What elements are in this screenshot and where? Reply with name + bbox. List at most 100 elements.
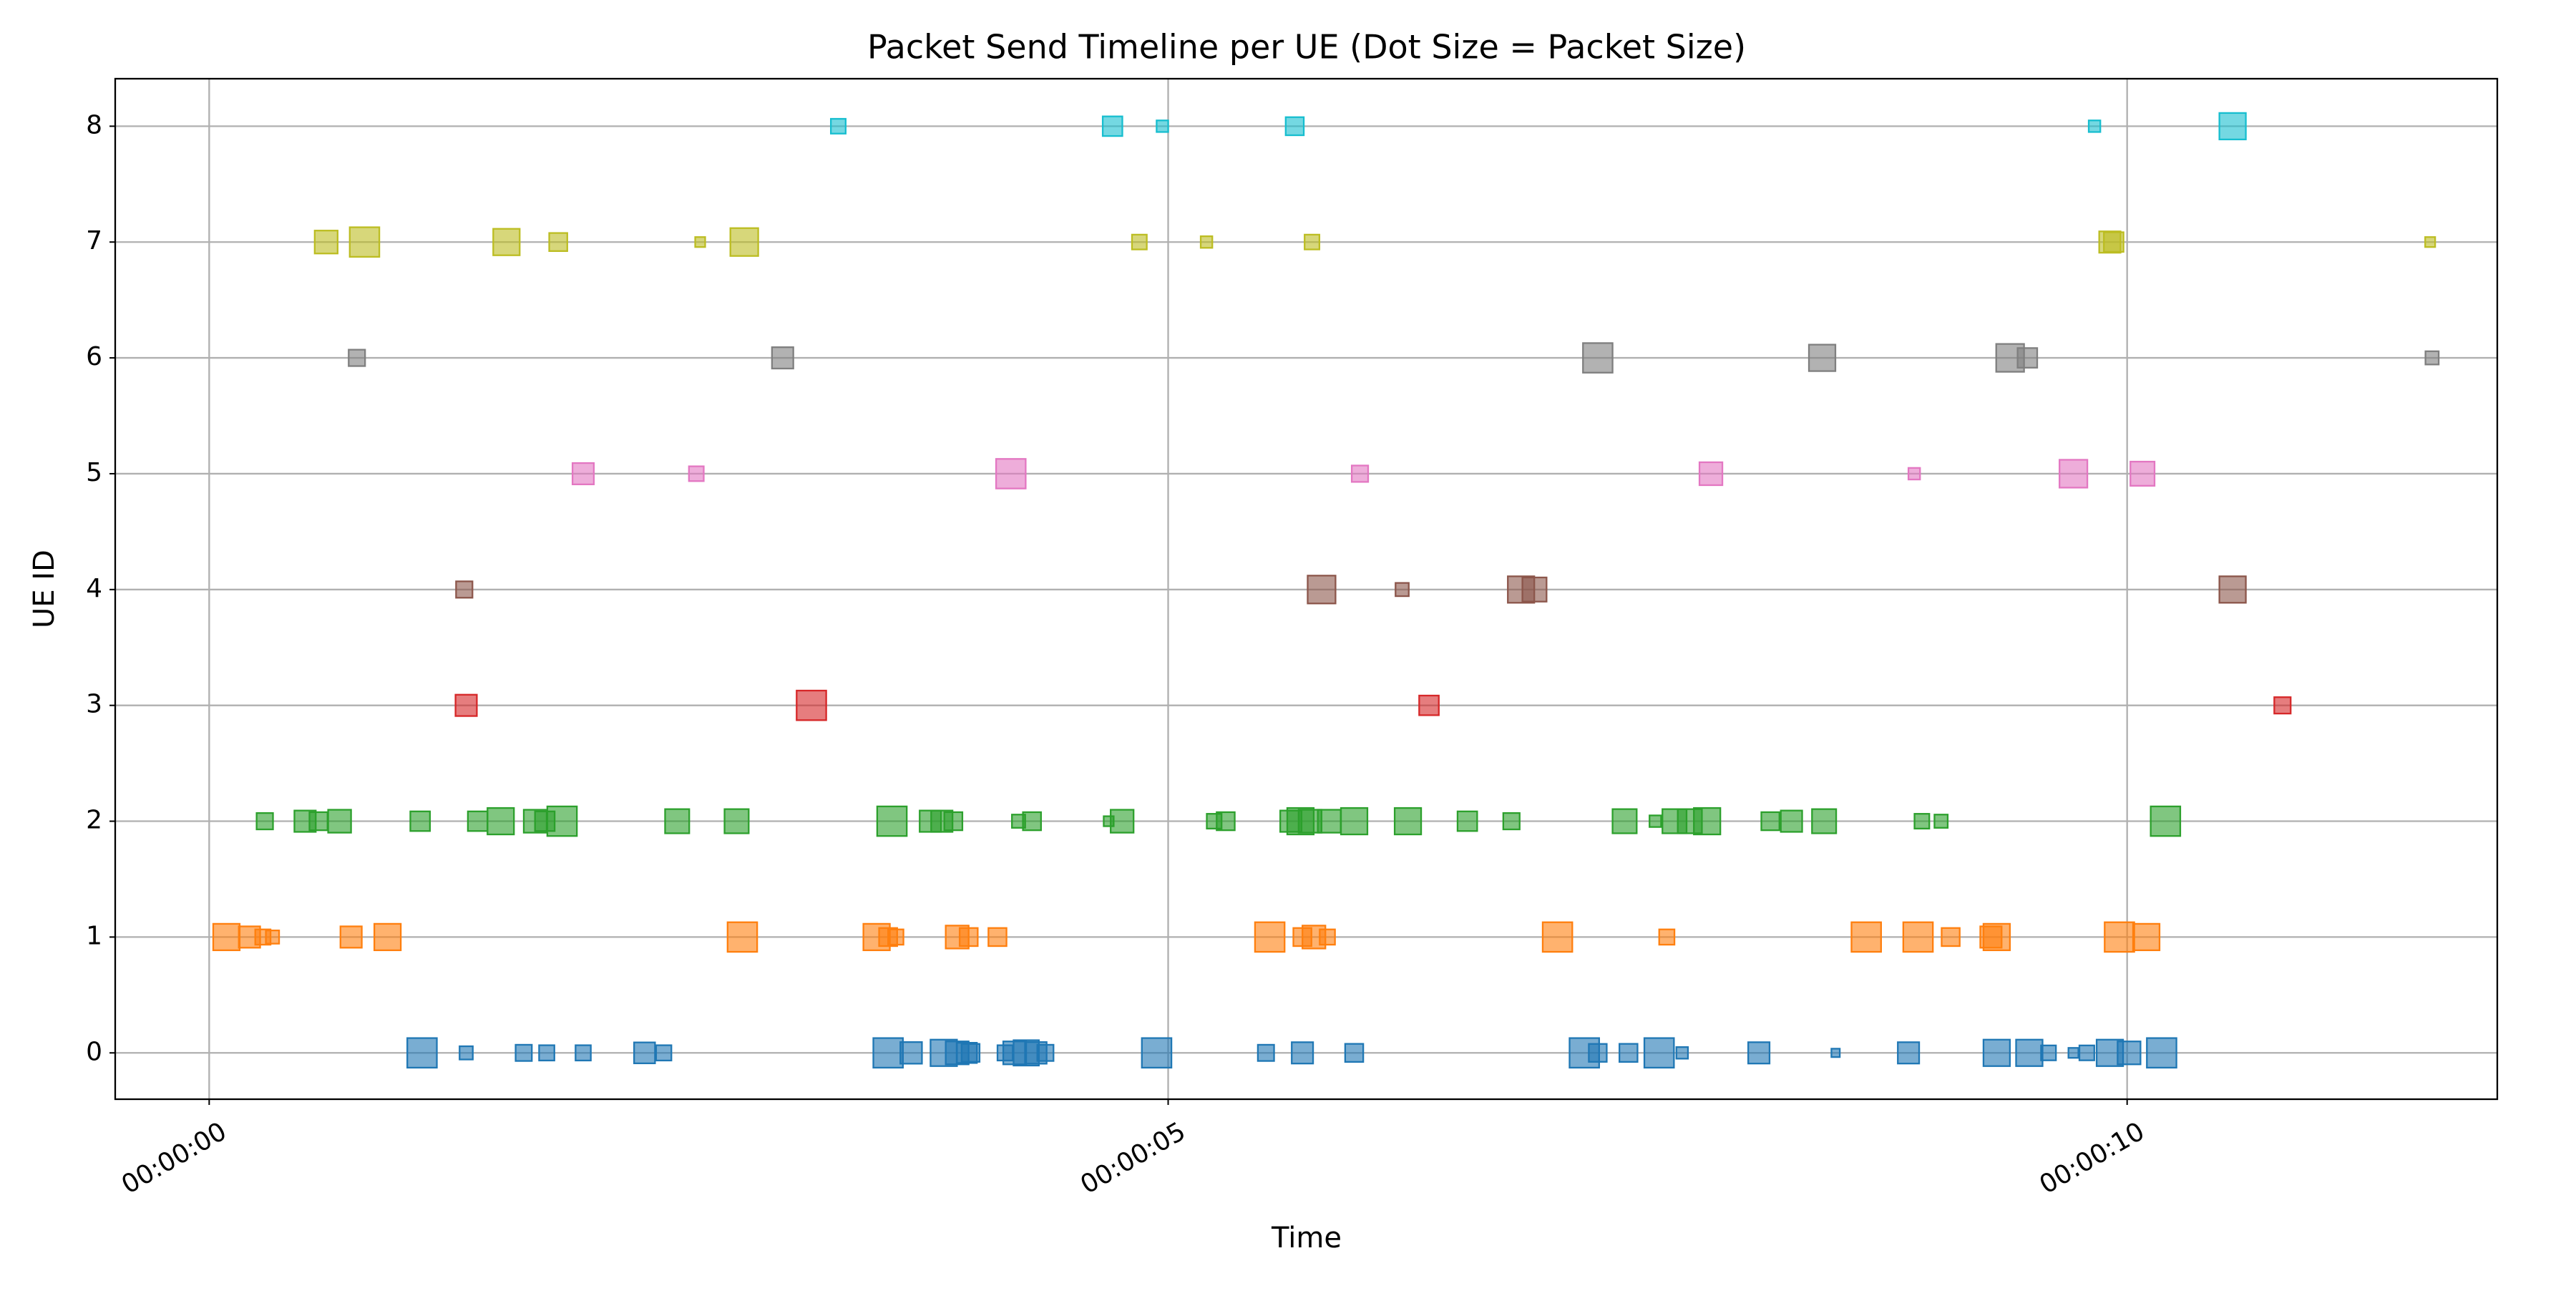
data-point <box>571 462 595 485</box>
data-point <box>2087 120 2102 133</box>
data-point <box>308 811 328 832</box>
data-point <box>1897 1041 1921 1065</box>
data-point <box>1156 120 1169 133</box>
data-point <box>729 227 759 257</box>
data-point <box>1902 921 1934 953</box>
data-point <box>1649 814 1662 828</box>
data-point <box>1350 464 1370 483</box>
data-point <box>1131 233 1148 250</box>
y-tick-label: 0 <box>86 1037 102 1066</box>
data-point <box>2146 1037 2177 1069</box>
data-point <box>633 1041 656 1065</box>
data-point <box>546 805 578 837</box>
y-axis-label: UE ID <box>28 550 61 628</box>
y-tick-label: 8 <box>86 110 102 140</box>
data-point <box>1698 461 1724 487</box>
data-point <box>327 809 352 834</box>
data-point <box>348 349 366 367</box>
data-point <box>2103 231 2124 253</box>
data-point <box>1340 807 1369 836</box>
data-point <box>1254 921 1286 953</box>
data-point <box>1304 233 1321 250</box>
data-point <box>872 1037 904 1069</box>
data-point <box>664 808 691 834</box>
data-point <box>1291 1041 1314 1065</box>
data-point <box>1933 814 1949 829</box>
data-point <box>2132 922 2161 952</box>
data-point <box>548 232 568 252</box>
data-point <box>2273 696 2292 715</box>
data-point <box>887 928 904 946</box>
data-point <box>1199 235 1214 249</box>
data-point <box>406 1037 438 1069</box>
data-point <box>1101 115 1123 137</box>
data-point <box>1319 928 1336 946</box>
data-point <box>2424 350 2440 366</box>
data-point <box>1693 807 1722 836</box>
data-point <box>487 807 515 836</box>
data-point <box>1619 1043 1639 1063</box>
data-point <box>1502 812 1521 831</box>
data-point <box>1982 922 2011 952</box>
data-point <box>960 1043 981 1063</box>
data-point <box>313 230 338 255</box>
data-point <box>1395 582 1410 598</box>
data-point <box>454 693 478 717</box>
data-point <box>830 117 847 135</box>
y-tick-label: 7 <box>86 226 102 255</box>
data-point <box>1807 344 1837 372</box>
data-point <box>694 236 706 248</box>
plot-frame <box>114 77 2499 1101</box>
chart-title: Packet Send Timeline per UE (Dot Size = … <box>867 28 1746 67</box>
data-point <box>2078 1044 2095 1061</box>
data-point <box>958 927 979 947</box>
data-point <box>688 465 705 482</box>
y-tick-label: 6 <box>86 342 102 371</box>
data-point <box>1588 1043 1608 1063</box>
data-point <box>1393 807 1423 836</box>
data-point <box>796 689 827 721</box>
data-point <box>459 1045 474 1061</box>
data-point <box>492 228 521 256</box>
data-point <box>373 922 402 952</box>
data-point <box>1216 811 1236 832</box>
y-tick-label: 4 <box>86 574 102 603</box>
data-point <box>2067 1047 2079 1059</box>
y-tick-label: 5 <box>86 458 102 487</box>
data-point <box>1582 342 1614 374</box>
data-point <box>1036 1043 1055 1062</box>
data-point <box>1284 116 1305 137</box>
data-point <box>876 805 908 837</box>
data-point <box>467 810 489 832</box>
data-point <box>1850 921 1882 953</box>
data-point <box>1643 1037 1675 1069</box>
data-point <box>1747 1041 1771 1065</box>
data-point <box>514 1043 533 1062</box>
data-point <box>2040 1044 2057 1061</box>
data-point <box>265 930 280 945</box>
data-point <box>1344 1043 1365 1063</box>
data-point <box>943 811 964 832</box>
data-point <box>1760 811 1780 832</box>
y-tick-label: 1 <box>86 921 102 950</box>
data-point <box>2424 236 2436 248</box>
data-point <box>1307 575 1337 605</box>
data-point <box>1982 1038 2011 1067</box>
data-point <box>1611 808 1638 834</box>
data-point <box>655 1044 673 1062</box>
y-tick-label: 3 <box>86 690 102 719</box>
data-point <box>1675 1046 1689 1060</box>
data-point <box>1257 1043 1275 1062</box>
data-point <box>2129 460 2156 487</box>
data-point <box>771 346 794 370</box>
data-point <box>2104 921 2135 953</box>
data-point <box>348 226 381 258</box>
data-point <box>1907 467 1921 481</box>
data-point <box>339 925 363 949</box>
data-point <box>987 927 1008 947</box>
data-point <box>723 808 750 834</box>
data-point <box>409 810 431 832</box>
